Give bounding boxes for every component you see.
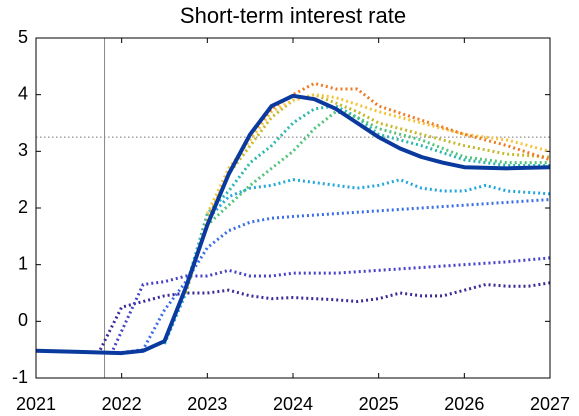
y-tick-label: 4 bbox=[18, 83, 28, 103]
x-tick-label: 2023 bbox=[187, 394, 227, 414]
x-tick-label: 2026 bbox=[444, 394, 484, 414]
x-tick-label: 2024 bbox=[273, 394, 313, 414]
y-tick-label: 1 bbox=[18, 253, 28, 273]
series-line bbox=[111, 256, 551, 351]
plot-frame bbox=[35, 37, 551, 379]
series-line bbox=[35, 93, 551, 356]
y-tick-label: 3 bbox=[18, 140, 28, 160]
series-line bbox=[98, 281, 551, 351]
x-tick-label: 2022 bbox=[102, 394, 142, 414]
x-tick-label: 2027 bbox=[530, 394, 570, 414]
y-tick-label: 5 bbox=[18, 27, 28, 47]
chart-title: Short-term interest rate bbox=[180, 3, 406, 28]
y-tick-label: -1 bbox=[12, 367, 28, 387]
x-tick-label: 2021 bbox=[16, 394, 56, 414]
y-tick-label: 0 bbox=[18, 310, 28, 330]
y-tick-label: 2 bbox=[18, 197, 28, 217]
series-line bbox=[163, 104, 550, 345]
x-tick-label: 2025 bbox=[359, 394, 399, 414]
series-line bbox=[184, 110, 550, 288]
